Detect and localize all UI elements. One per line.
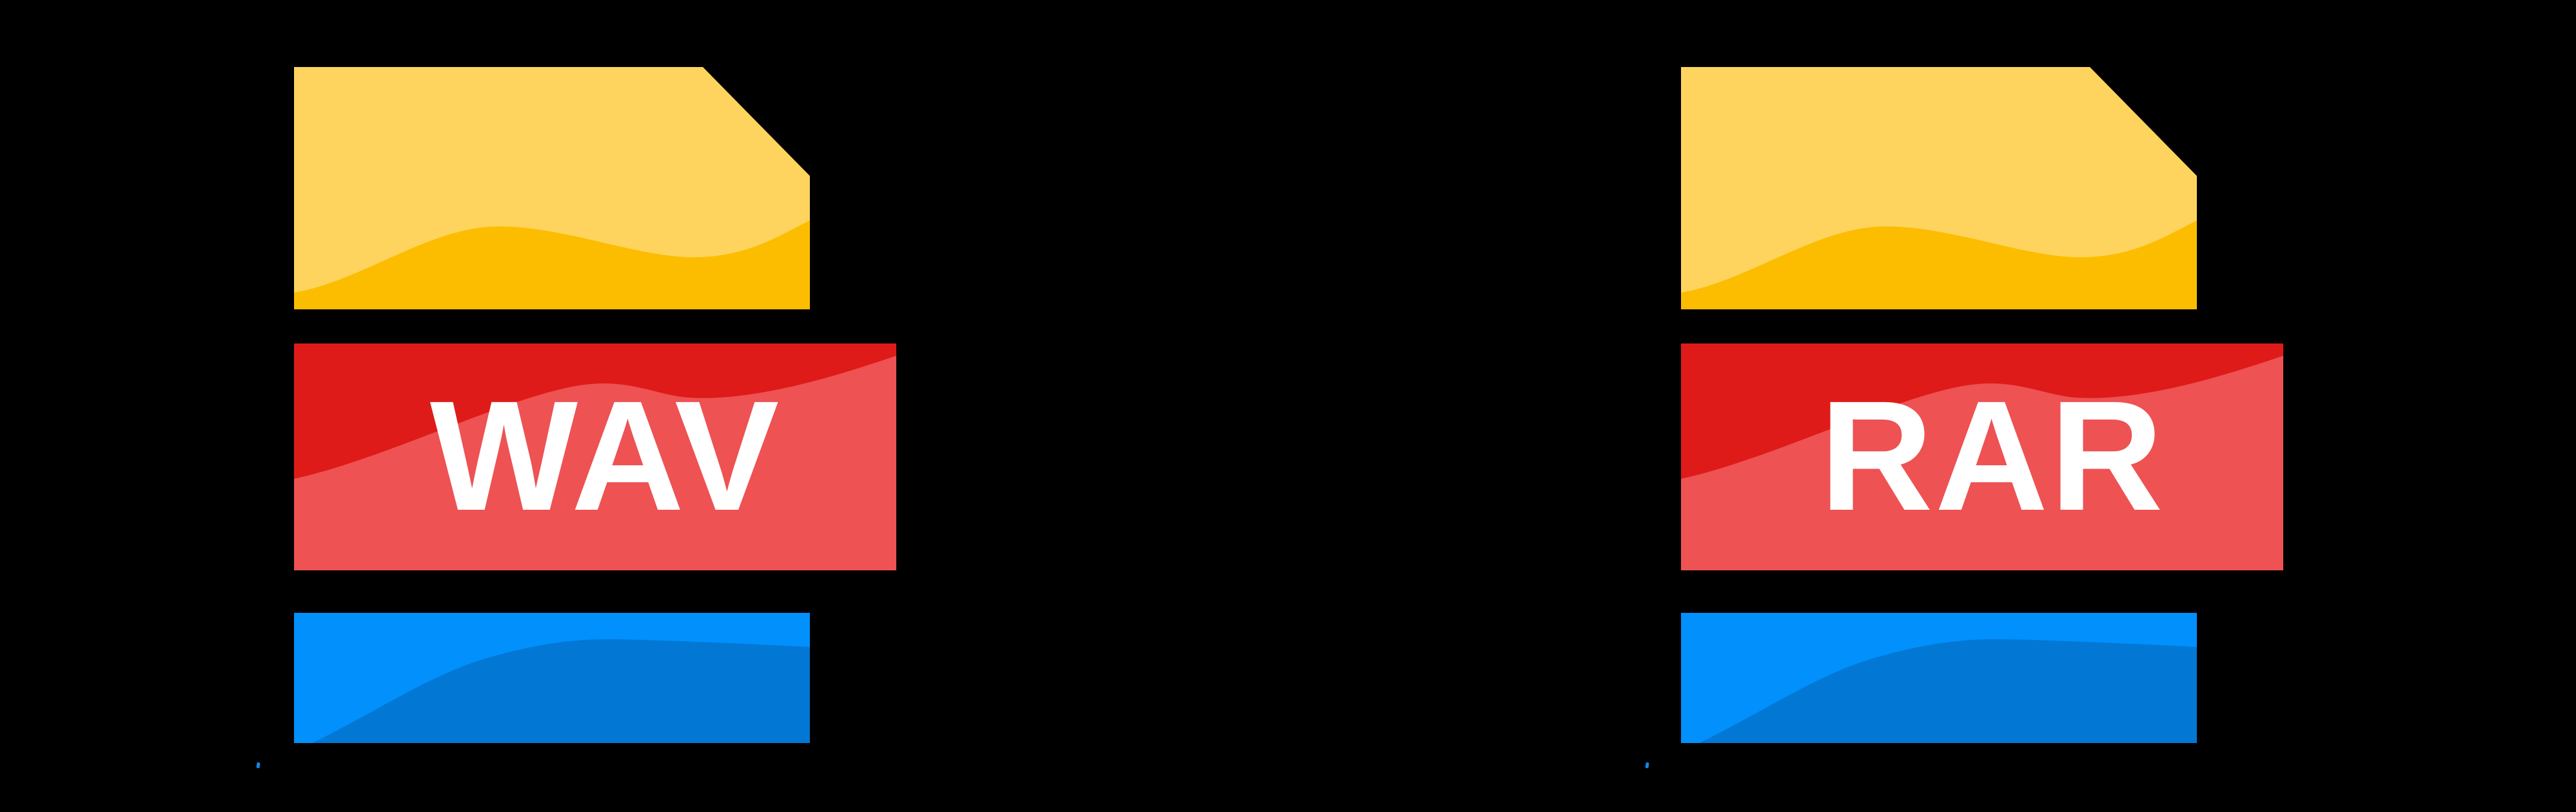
bottom-band-icon xyxy=(294,613,810,743)
label-band-icon xyxy=(1681,343,2283,570)
wav-file-icon: WAV xyxy=(294,67,896,743)
label-band-icon xyxy=(294,343,896,570)
rar-file-icon: RAR xyxy=(1681,67,2283,743)
document-top-band-icon xyxy=(1681,67,2197,309)
document-top-band-icon xyxy=(294,67,810,309)
blue-speck-artifact xyxy=(1645,762,1649,769)
bottom-band-icon xyxy=(1681,613,2197,743)
blue-speck-artifact xyxy=(256,762,261,769)
